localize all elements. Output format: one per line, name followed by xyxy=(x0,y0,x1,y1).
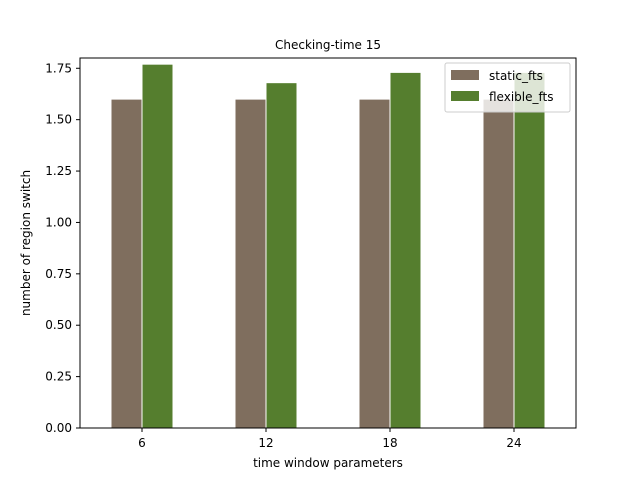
x-tick-label: 6 xyxy=(138,436,146,450)
bar-flexible_fts-12 xyxy=(265,82,298,429)
legend-swatch-flexible_fts xyxy=(451,91,479,101)
y-axis-label: number of region switch xyxy=(19,170,33,316)
chart-title: Checking-time 15 xyxy=(275,38,381,52)
bar-static_fts-12 xyxy=(234,98,267,429)
bar-static_fts-18 xyxy=(358,98,391,429)
y-tick-label: 0.25 xyxy=(45,370,72,384)
y-axis: 0.00 0.25 0.50 0.75 1.00 1.25 1.50 1.75 xyxy=(45,61,80,435)
x-axis-label: time window parameters xyxy=(253,456,403,470)
y-tick-label: 1.00 xyxy=(45,215,72,229)
y-tick-label: 1.25 xyxy=(45,164,72,178)
bar-static_fts-6 xyxy=(110,98,143,429)
bars-group xyxy=(110,63,546,429)
bar-flexible_fts-18 xyxy=(389,71,422,429)
legend: static_fts flexible_fts xyxy=(444,62,571,113)
y-tick-label: 1.75 xyxy=(45,61,72,75)
x-tick-label: 24 xyxy=(506,436,521,450)
legend-label-flexible_fts: flexible_fts xyxy=(489,90,553,104)
legend-swatch-static_fts xyxy=(451,70,479,80)
bar-flexible_fts-6 xyxy=(141,63,174,429)
y-tick-label: 0.50 xyxy=(45,318,72,332)
x-axis: 6 12 18 24 xyxy=(138,428,522,450)
y-tick-label: 0.00 xyxy=(45,421,72,435)
y-tick-label: 1.50 xyxy=(45,113,72,127)
x-tick-label: 12 xyxy=(258,436,273,450)
plot-frame xyxy=(79,57,577,429)
y-tick-label: 0.75 xyxy=(45,267,72,281)
bar-static_fts-24 xyxy=(482,98,515,429)
legend-label-static_fts: static_fts xyxy=(489,69,543,83)
x-tick-label: 18 xyxy=(382,436,397,450)
bar-flexible_fts-24 xyxy=(513,71,546,429)
